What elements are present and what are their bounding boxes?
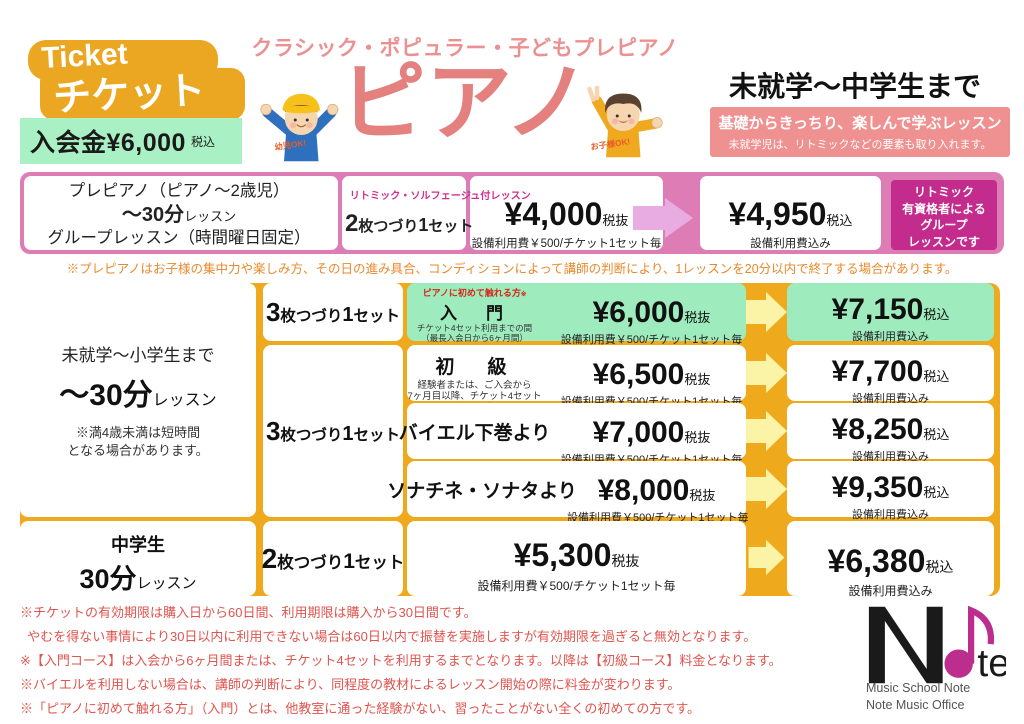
svg-text:Ticket: Ticket (41, 38, 129, 75)
svg-text:チケット: チケット (52, 70, 206, 120)
svg-text:te: te (977, 642, 1006, 685)
